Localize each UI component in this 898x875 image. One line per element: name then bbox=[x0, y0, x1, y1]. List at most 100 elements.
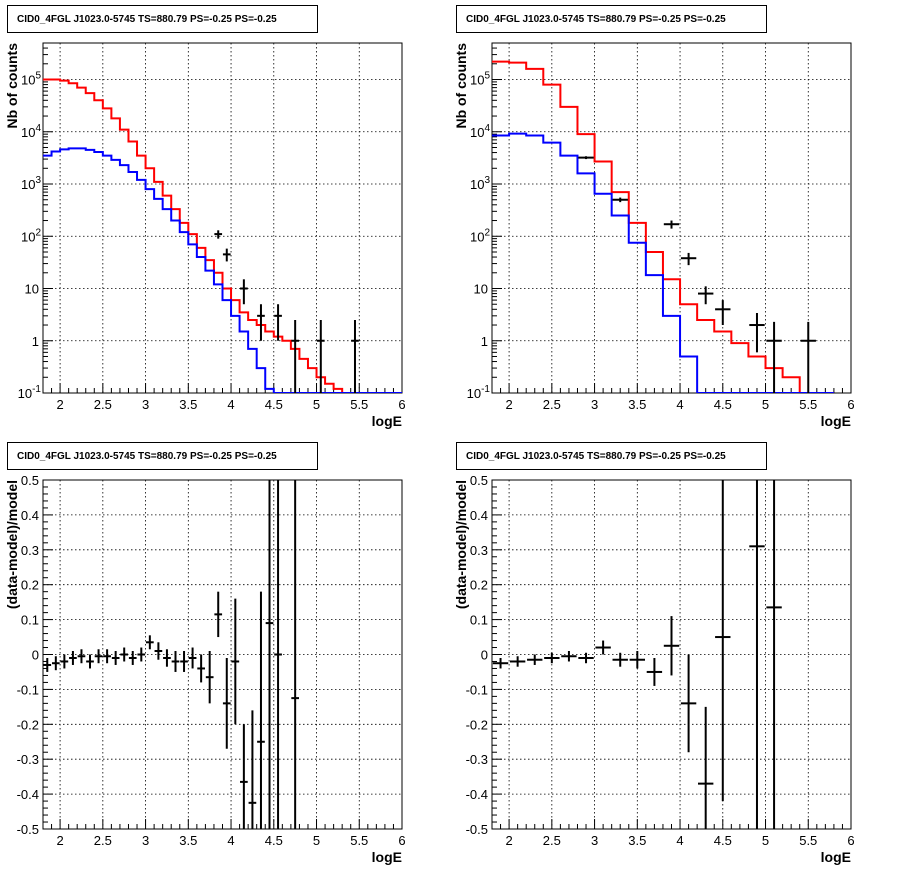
x-tick-label: 4.5 bbox=[714, 833, 732, 848]
grid bbox=[43, 480, 402, 830]
data-point bbox=[222, 657, 231, 749]
histogram-red bbox=[43, 78, 402, 393]
data-point bbox=[51, 656, 60, 671]
data-point bbox=[154, 642, 163, 660]
data-point bbox=[205, 651, 214, 704]
grid bbox=[43, 43, 402, 393]
histogram-red bbox=[492, 60, 834, 393]
x-axis-title: logE bbox=[372, 413, 402, 429]
data-point bbox=[766, 321, 782, 393]
data-point bbox=[612, 197, 628, 203]
data-point bbox=[749, 312, 765, 353]
y-tick-label: 10 bbox=[474, 282, 488, 297]
data-point bbox=[240, 724, 248, 829]
y-tick-label: 0.3 bbox=[21, 543, 39, 558]
y-tick-label: 0 bbox=[481, 648, 488, 663]
data-point bbox=[222, 248, 231, 262]
data-point bbox=[145, 635, 154, 650]
data-point bbox=[578, 156, 594, 160]
data-point bbox=[274, 304, 282, 341]
data-point bbox=[231, 598, 240, 725]
data-point bbox=[544, 652, 560, 664]
y-tick-label: 10-1 bbox=[467, 384, 491, 401]
pad-1: 2 2.5 3 3.5 4 4.5 5 5.5 6 10-1 1 10 102 103 104 105 logE… bbox=[4, 42, 406, 429]
data-point bbox=[137, 647, 146, 662]
y-tick-label: 105 bbox=[470, 71, 490, 88]
x-tick-label: 6 bbox=[847, 397, 854, 412]
data-point bbox=[120, 647, 129, 662]
x-tick-label: 4.5 bbox=[265, 833, 283, 848]
x-tick-label: 5.5 bbox=[799, 397, 817, 412]
data-point bbox=[111, 651, 120, 665]
y-tick-label: 0.1 bbox=[21, 613, 39, 628]
y-tick-label: -0.2 bbox=[17, 717, 39, 732]
data-point bbox=[77, 649, 86, 664]
y-tick-label: 1 bbox=[32, 334, 39, 349]
y-axis-title: (data-model)/model bbox=[4, 480, 20, 609]
x-tick-label: 3.5 bbox=[179, 833, 197, 848]
data-point bbox=[715, 300, 731, 326]
x-tick-label: 5.5 bbox=[350, 397, 368, 412]
data-point bbox=[291, 480, 300, 829]
x-tick-label: 5.5 bbox=[350, 833, 368, 848]
data-point bbox=[94, 649, 103, 664]
y-axis-title: (data-model)/model bbox=[453, 480, 469, 609]
x-tick-label: 2.5 bbox=[543, 397, 561, 412]
pad3-title: CID0_4FGL J1023.0-5745 TS=880.79 PS=-0.2… bbox=[7, 442, 318, 470]
x-tick-label: 3.5 bbox=[179, 397, 197, 412]
x-tick-label: 2.5 bbox=[94, 833, 112, 848]
data-point bbox=[351, 319, 359, 393]
data-point bbox=[715, 480, 731, 802]
x-tick-label: 5 bbox=[313, 397, 320, 412]
data-layer bbox=[492, 480, 782, 829]
y-axis-title: Nb of counts bbox=[453, 43, 469, 129]
x-tick-label: 3.5 bbox=[628, 397, 646, 412]
x-tick-label: 6 bbox=[847, 833, 854, 848]
x-axis-title: logE bbox=[821, 413, 851, 429]
data-point bbox=[663, 220, 680, 229]
data-point bbox=[163, 649, 171, 667]
x-tick-label: 2.5 bbox=[94, 397, 112, 412]
x-tick-label: 2 bbox=[56, 833, 63, 848]
grid bbox=[492, 43, 851, 393]
data-point bbox=[629, 651, 646, 669]
x-axis-title: logE bbox=[821, 849, 851, 865]
x-tick-label: 2.5 bbox=[543, 833, 561, 848]
y-tick-label: 102 bbox=[21, 227, 41, 244]
y-tick-label: 0.1 bbox=[470, 613, 488, 628]
pad1-title: CID0_4FGL J1023.0-5745 TS=880.79 PS=-0.2… bbox=[7, 5, 318, 33]
y-tick-label: -0.5 bbox=[466, 822, 488, 837]
y-tick-label: -0.3 bbox=[466, 752, 488, 767]
data-point bbox=[43, 657, 52, 672]
y-tick-label: -0.3 bbox=[17, 752, 39, 767]
x-tick-label: 3.5 bbox=[628, 833, 646, 848]
y-tick-label: 103 bbox=[470, 175, 490, 192]
pad-4: 2 2.5 3 3.5 4 4.5 5 5.5 6 -0.5 -0.4 -0.3 -0.2 -0.1 0 0.… bbox=[453, 473, 855, 865]
y-tick-label: 10 bbox=[25, 282, 39, 297]
x-tick-label: 3 bbox=[142, 833, 149, 848]
x-axis-title: logE bbox=[372, 849, 402, 865]
data-point bbox=[214, 591, 223, 638]
data-point bbox=[214, 230, 223, 239]
data-point bbox=[240, 279, 248, 305]
data-point bbox=[265, 480, 274, 829]
x-tick-label: 4.5 bbox=[265, 397, 283, 412]
data-point bbox=[595, 640, 611, 655]
data-point bbox=[749, 480, 765, 829]
y-tick-label: 1 bbox=[481, 334, 488, 349]
ticks bbox=[42, 42, 403, 394]
x-tick-label: 5 bbox=[313, 833, 320, 848]
data-point bbox=[316, 319, 325, 393]
data-point bbox=[86, 654, 94, 669]
pad-3: 2 2.5 3 3.5 4 4.5 5 5.5 6 -0.5 -0.4 -0.3 -0.2 -0.1 0 0.… bbox=[4, 473, 406, 865]
data-point bbox=[257, 591, 265, 829]
y-tick-label: 0.5 bbox=[21, 473, 39, 488]
data-point bbox=[612, 652, 628, 667]
data-point bbox=[492, 657, 509, 669]
y-tick-label: 0 bbox=[32, 648, 39, 663]
data-layer bbox=[492, 60, 834, 393]
y-tick-label: 0.2 bbox=[21, 578, 39, 593]
pad4-title: CID0_4FGL J1023.0-5745 TS=880.79 PS=-0.2… bbox=[456, 442, 767, 470]
data-point bbox=[60, 654, 69, 669]
